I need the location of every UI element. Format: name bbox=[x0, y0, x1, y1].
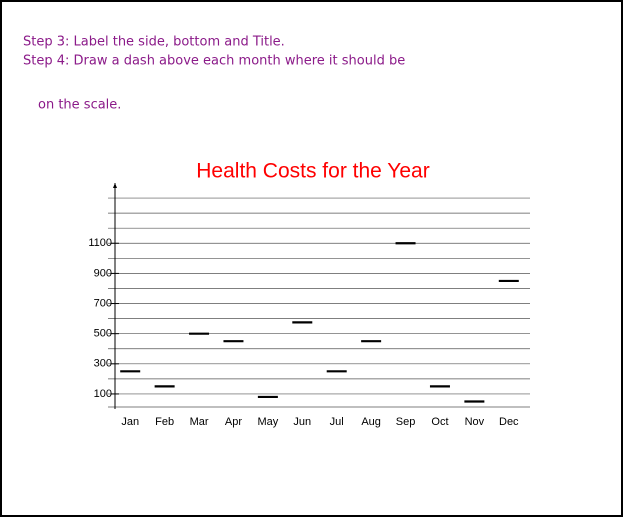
x-tick-label: Jul bbox=[330, 416, 344, 428]
instruction: on the scale. bbox=[38, 98, 121, 113]
y-tick-label: 1100 bbox=[88, 237, 112, 249]
y-axis-arrow bbox=[113, 183, 117, 188]
y-tick-label: 300 bbox=[94, 358, 112, 370]
x-tick-label: Oct bbox=[431, 416, 448, 428]
x-tick-label: Jun bbox=[293, 416, 311, 428]
x-tick-label: Dec bbox=[499, 416, 519, 428]
x-tick-label: Nov bbox=[465, 416, 485, 428]
x-tick-label: Sep bbox=[396, 416, 416, 428]
instruction: Step 4: Draw a dash above each month whe… bbox=[23, 54, 405, 69]
y-tick-label: 100 bbox=[94, 388, 112, 400]
x-tick-label: Jan bbox=[121, 416, 139, 428]
y-tick-label: 700 bbox=[94, 297, 112, 309]
y-tick-label: 500 bbox=[94, 328, 112, 340]
x-tick-label: May bbox=[257, 416, 278, 428]
instruction: Step 3: Label the side, bottom and Title… bbox=[23, 35, 285, 50]
x-tick-label: Apr bbox=[225, 416, 242, 428]
x-tick-label: Feb bbox=[155, 416, 174, 428]
y-tick-label: 900 bbox=[94, 267, 112, 279]
x-tick-label: Aug bbox=[361, 416, 381, 428]
chart-title: Health Costs for the Year bbox=[196, 160, 429, 183]
x-tick-label: Mar bbox=[190, 416, 209, 428]
